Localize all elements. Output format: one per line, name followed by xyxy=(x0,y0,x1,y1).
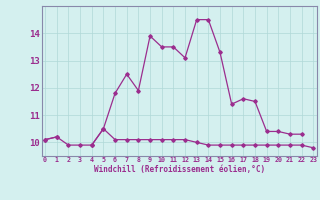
X-axis label: Windchill (Refroidissement éolien,°C): Windchill (Refroidissement éolien,°C) xyxy=(94,165,265,174)
